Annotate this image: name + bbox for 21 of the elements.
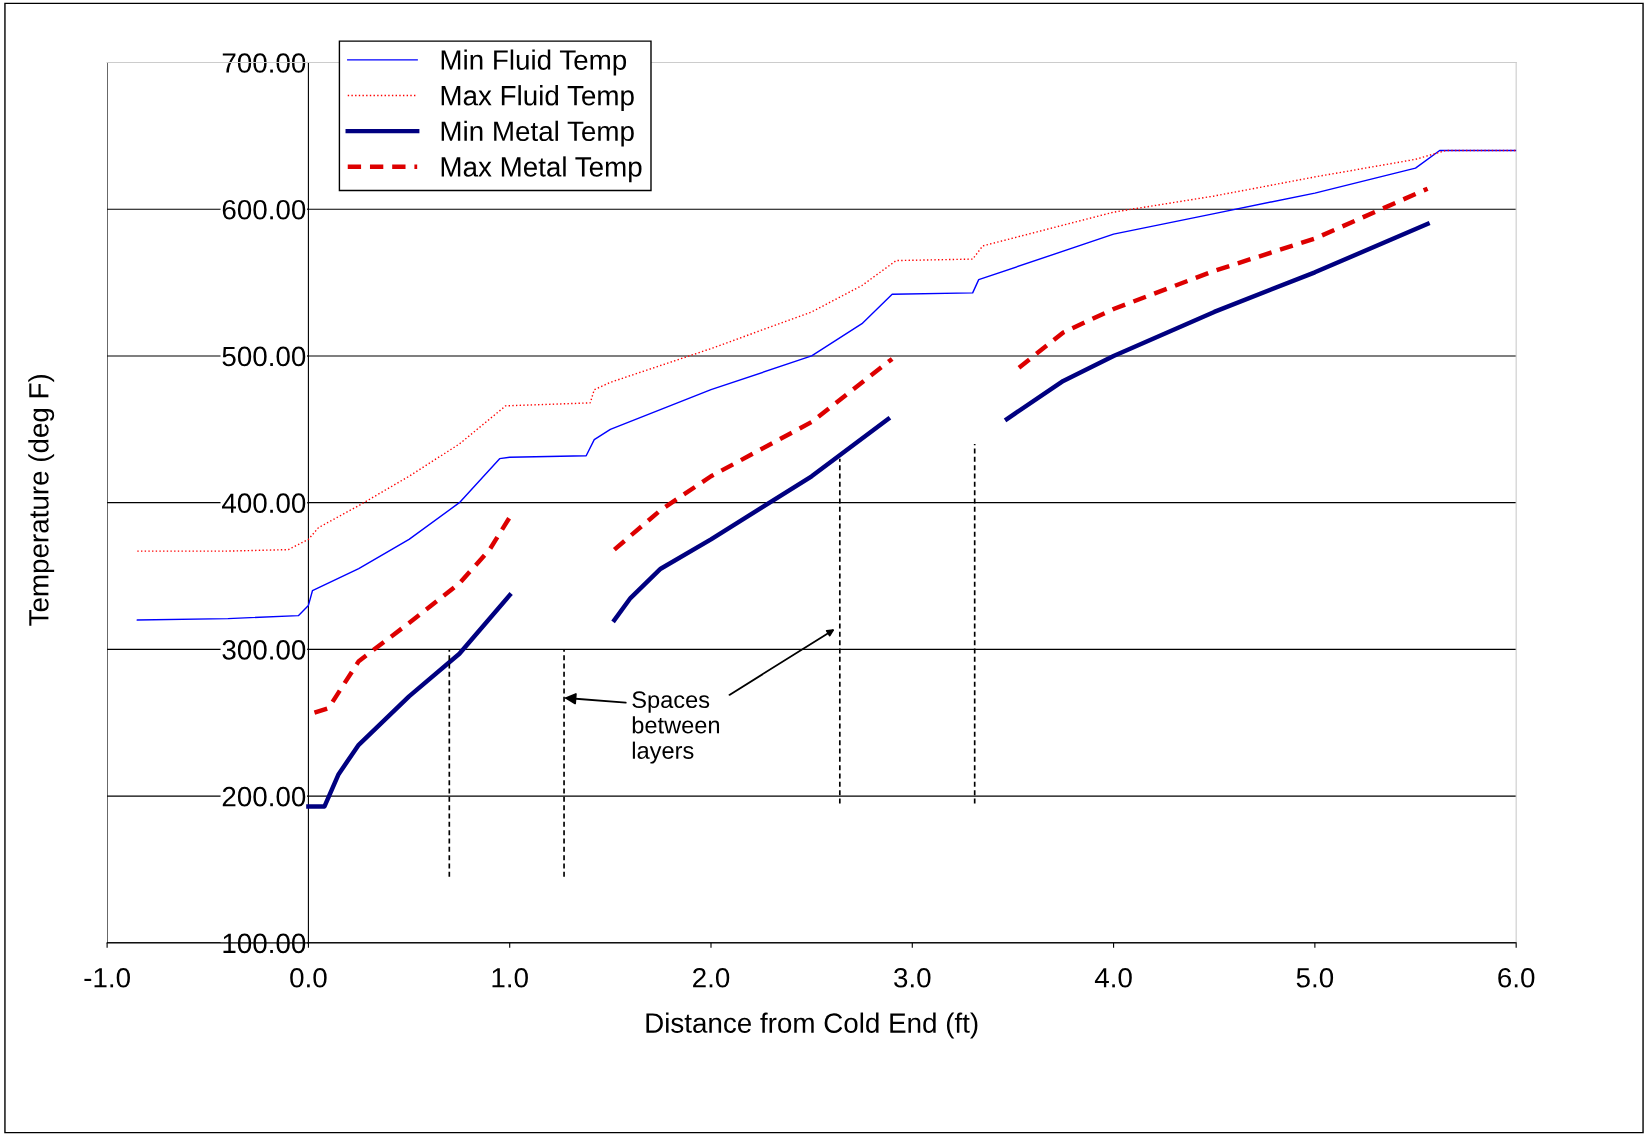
- y-tick-label: 500.00: [222, 346, 306, 367]
- legend-label: Min Fluid Temp: [441, 49, 627, 76]
- x-tick-label: 5.0: [1296, 967, 1334, 988]
- legend-label: Max Fluid Temp: [441, 85, 634, 111]
- x-axis-title: Distance from Cold End (ft): [646, 1012, 978, 1039]
- y-tick-label: 700.00: [222, 53, 306, 73]
- x-tick-label: 0.0: [290, 967, 327, 988]
- x-tick-label: 4.0: [1094, 967, 1132, 988]
- y-tick-label: 400.00: [222, 493, 306, 514]
- y-tick-label: 200.00: [222, 786, 306, 807]
- legend-label: Min Metal Temp: [441, 120, 634, 147]
- y-tick-label: 600.00: [222, 199, 306, 220]
- annotation: Spaces between layers: [632, 691, 720, 764]
- x-tick-label: -1.0: [84, 967, 130, 988]
- y-tick-label: 300.00: [222, 640, 306, 660]
- legend-label: Max Metal Temp: [441, 156, 642, 183]
- y-axis-title: Temperature (deg F): [28, 374, 55, 626]
- x-tick-label: 1.0: [492, 967, 528, 988]
- x-tick-label: 6.0: [1498, 967, 1535, 988]
- x-tick-label: 3.0: [894, 967, 931, 988]
- x-tick-label: 2.0: [693, 967, 730, 988]
